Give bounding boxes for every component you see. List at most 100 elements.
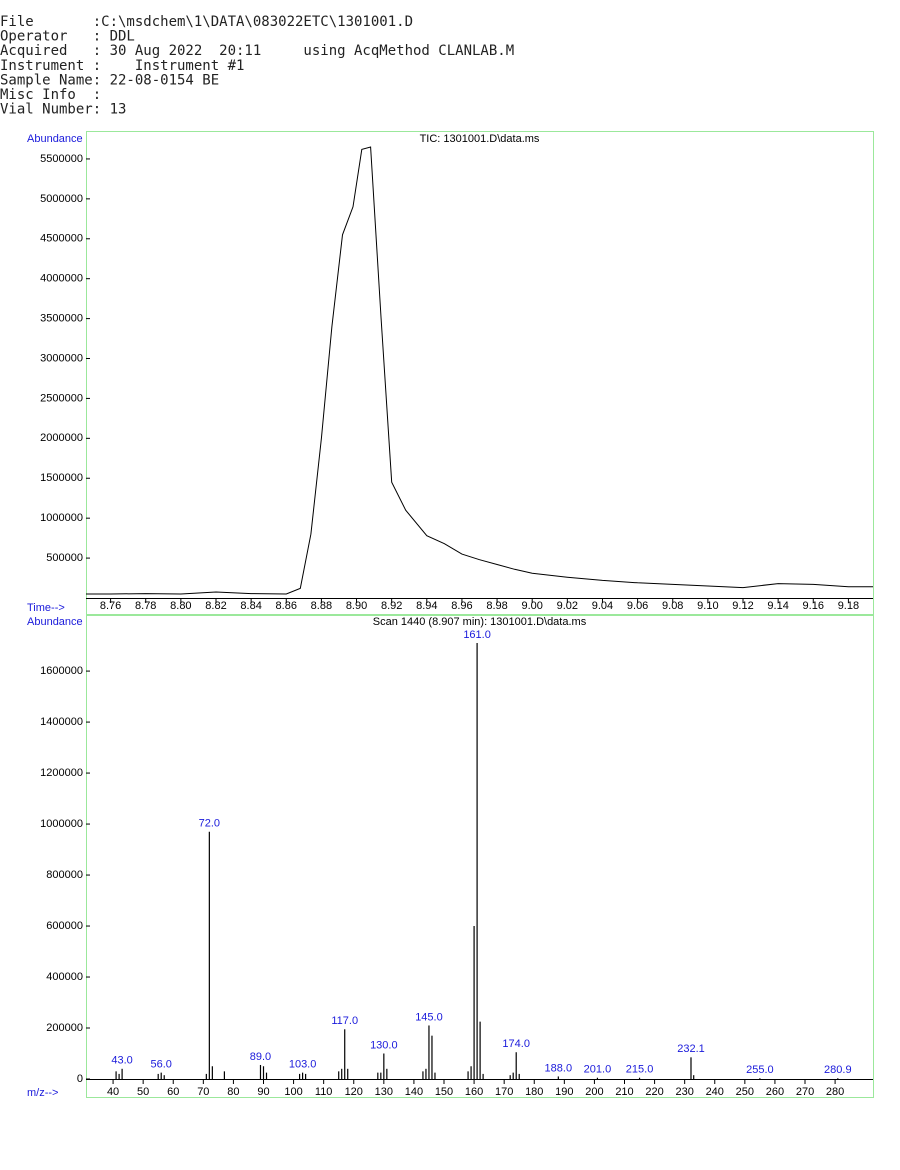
- header-line: File :C:\msdchem\1\DATA\083022ETC\130100…: [0, 14, 413, 30]
- x-tick-label: 9.12: [732, 600, 753, 612]
- y-tick-label: 2500000: [40, 392, 83, 404]
- x-tick-label: 160: [465, 1086, 483, 1098]
- peak-label: 145.0: [415, 1011, 443, 1023]
- y-tick-label: 1000000: [40, 818, 83, 830]
- x-tick-label: 8.90: [346, 600, 367, 612]
- peak-label: 188.0: [545, 1062, 573, 1074]
- x-tick-label: 260: [766, 1086, 784, 1098]
- y-tick-label: 1000000: [40, 512, 83, 524]
- x-tick-label: 280: [826, 1086, 844, 1098]
- x-tick-label: 8.86: [276, 600, 297, 612]
- x-tick-label: 9.00: [521, 600, 542, 612]
- y-tick-label: 600000: [46, 920, 83, 932]
- y-axis-label: Abundance: [27, 616, 83, 628]
- peak-label: 215.0: [626, 1064, 654, 1076]
- peak-label: 232.1: [677, 1043, 705, 1055]
- y-tick-label: 200000: [46, 1022, 83, 1034]
- header-line: Vial Number: 13: [0, 102, 126, 118]
- y-axis-label: Abundance: [27, 133, 83, 145]
- x-tick-label: 130: [375, 1086, 393, 1098]
- x-axis-label: m/z-->: [27, 1087, 58, 1099]
- x-tick-label: 8.92: [381, 600, 402, 612]
- x-tick-label: 9.14: [767, 600, 788, 612]
- tic-frame: [86, 131, 874, 615]
- y-tick-label: 5000000: [40, 193, 83, 205]
- x-tick-label: 8.80: [170, 600, 191, 612]
- y-tick-label: 400000: [46, 971, 83, 983]
- x-tick-label: 60: [167, 1086, 179, 1098]
- x-tick-label: 9.06: [627, 600, 648, 612]
- x-tick-label: 9.02: [557, 600, 578, 612]
- chart-title: Scan 1440 (8.907 min): 1301001.D\data.ms: [373, 616, 587, 628]
- peak-label: 72.0: [199, 818, 220, 830]
- chart-title: TIC: 1301001.D\data.ms: [420, 133, 540, 145]
- y-tick-label: 5500000: [40, 153, 83, 165]
- x-tick-label: 220: [645, 1086, 663, 1098]
- x-tick-label: 150: [435, 1086, 453, 1098]
- x-tick-label: 40: [107, 1086, 119, 1098]
- x-tick-label: 140: [405, 1086, 423, 1098]
- header-line: Sample Name: 22-08-0154 BE: [0, 72, 219, 88]
- x-tick-label: 270: [796, 1086, 814, 1098]
- x-tick-label: 9.04: [592, 600, 613, 612]
- y-tick-label: 1600000: [40, 665, 83, 677]
- x-tick-label: 50: [137, 1086, 149, 1098]
- tic-line: [86, 146, 873, 595]
- y-tick-label: 500000: [46, 552, 83, 564]
- x-tick-label: 8.98: [486, 600, 507, 612]
- y-tick-label: 1200000: [40, 767, 83, 779]
- x-tick-label: 230: [675, 1086, 693, 1098]
- x-tick-label: 250: [736, 1086, 754, 1098]
- x-tick-label: 8.78: [135, 600, 156, 612]
- x-tick-label: 9.18: [838, 600, 859, 612]
- y-tick-label: 4000000: [40, 273, 83, 285]
- x-tick-label: 180: [525, 1086, 543, 1098]
- x-tick-label: 8.82: [205, 600, 226, 612]
- spectrum-frame: [86, 615, 874, 1098]
- peak-label: 117.0: [331, 1015, 358, 1027]
- x-tick-label: 9.08: [662, 600, 683, 612]
- x-tick-label: 70: [197, 1086, 209, 1098]
- header-line: Misc Info :: [0, 87, 101, 103]
- x-axis-label: Time-->: [27, 602, 65, 614]
- x-tick-label: 170: [495, 1086, 513, 1098]
- peak-label: 280.9: [824, 1064, 852, 1076]
- x-tick-label: 190: [555, 1086, 573, 1098]
- x-tick-label: 8.84: [240, 600, 261, 612]
- x-tick-label: 200: [585, 1086, 603, 1098]
- y-tick-label: 0: [77, 1073, 83, 1085]
- peak-label: 56.0: [150, 1059, 171, 1071]
- header-line: Instrument : Instrument #1: [0, 58, 244, 74]
- x-tick-label: 80: [227, 1086, 239, 1098]
- y-tick-label: 3000000: [40, 352, 83, 364]
- y-tick-label: 2000000: [40, 432, 83, 444]
- x-tick-label: 8.88: [311, 600, 332, 612]
- peak-label: 103.0: [289, 1059, 317, 1071]
- peak-label: 130.0: [370, 1039, 398, 1051]
- y-tick-label: 3500000: [40, 313, 83, 325]
- x-tick-label: 240: [706, 1086, 724, 1098]
- x-tick-label: 120: [345, 1086, 363, 1098]
- x-tick-label: 100: [284, 1086, 302, 1098]
- x-tick-label: 8.94: [416, 600, 437, 612]
- x-tick-label: 90: [257, 1086, 269, 1098]
- x-tick-label: 9.10: [697, 600, 718, 612]
- x-tick-label: 110: [315, 1086, 333, 1098]
- peak-label: 43.0: [111, 1055, 132, 1067]
- x-tick-label: 9.16: [803, 600, 824, 612]
- peak-label: 89.0: [250, 1051, 271, 1063]
- peak-label: 161.0: [463, 629, 491, 641]
- x-tick-label: 8.96: [451, 600, 472, 612]
- y-tick-label: 1400000: [40, 716, 83, 728]
- y-tick-label: 4500000: [40, 233, 83, 245]
- header-line: Acquired : 30 Aug 2022 20:11 using AcqMe…: [0, 43, 514, 59]
- peak-label: 201.0: [584, 1064, 612, 1076]
- peak-label: 255.0: [746, 1064, 774, 1076]
- header-line: Operator : DDL: [0, 29, 135, 45]
- x-tick-label: 8.76: [100, 600, 121, 612]
- peak-label: 174.0: [502, 1038, 530, 1050]
- y-tick-label: 800000: [46, 869, 83, 881]
- y-tick-label: 1500000: [40, 472, 83, 484]
